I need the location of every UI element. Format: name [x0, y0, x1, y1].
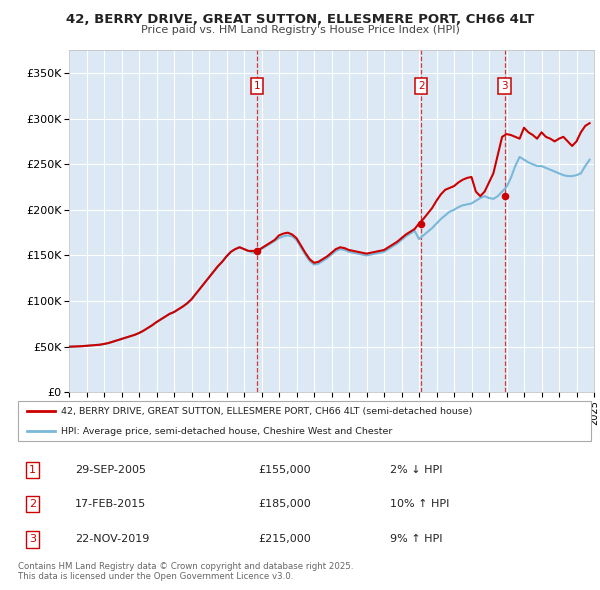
- Text: £215,000: £215,000: [259, 535, 311, 545]
- Text: 9% ↑ HPI: 9% ↑ HPI: [391, 535, 443, 545]
- Text: 42, BERRY DRIVE, GREAT SUTTON, ELLESMERE PORT, CH66 4LT (semi-detached house): 42, BERRY DRIVE, GREAT SUTTON, ELLESMERE…: [61, 407, 472, 416]
- Text: 2: 2: [418, 81, 424, 91]
- Point: [253, 246, 262, 255]
- Text: £155,000: £155,000: [259, 466, 311, 475]
- Text: 22-NOV-2019: 22-NOV-2019: [76, 535, 149, 545]
- Text: 1: 1: [254, 81, 260, 91]
- FancyBboxPatch shape: [18, 401, 591, 441]
- Text: Contains HM Land Registry data © Crown copyright and database right 2025.
This d: Contains HM Land Registry data © Crown c…: [18, 562, 353, 581]
- Text: 17-FEB-2015: 17-FEB-2015: [76, 499, 146, 509]
- Text: Price paid vs. HM Land Registry's House Price Index (HPI): Price paid vs. HM Land Registry's House …: [140, 25, 460, 35]
- Text: 2% ↓ HPI: 2% ↓ HPI: [391, 466, 443, 475]
- Text: 1: 1: [29, 466, 36, 475]
- Text: 2: 2: [29, 499, 36, 509]
- Text: 3: 3: [501, 81, 508, 91]
- Text: HPI: Average price, semi-detached house, Cheshire West and Chester: HPI: Average price, semi-detached house,…: [61, 427, 392, 435]
- Text: 29-SEP-2005: 29-SEP-2005: [76, 466, 146, 475]
- Point: [416, 219, 426, 228]
- Text: 3: 3: [29, 535, 36, 545]
- Point: [500, 191, 509, 201]
- Text: £185,000: £185,000: [259, 499, 311, 509]
- Text: 42, BERRY DRIVE, GREAT SUTTON, ELLESMERE PORT, CH66 4LT: 42, BERRY DRIVE, GREAT SUTTON, ELLESMERE…: [66, 13, 534, 26]
- Text: 10% ↑ HPI: 10% ↑ HPI: [391, 499, 450, 509]
